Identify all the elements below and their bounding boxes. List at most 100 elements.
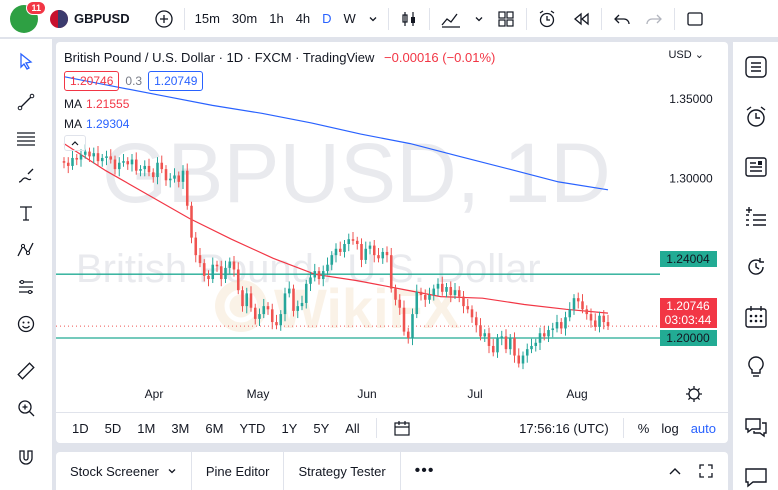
trendline-tool[interactable] <box>0 83 52 120</box>
candle-body <box>598 315 601 327</box>
ma-indicator-2[interactable]: MA 1.29304 <box>64 117 495 131</box>
text-tool[interactable] <box>0 194 52 231</box>
price-chart[interactable]: GBPUSD, 1D British Pound / U.S. Dollar W… <box>56 42 728 410</box>
range-all[interactable]: All <box>345 420 360 436</box>
prediction-tool[interactable] <box>0 268 52 305</box>
ma-indicator-1[interactable]: MA 1.21555 <box>64 97 495 111</box>
ma-value: 1.29304 <box>86 117 130 131</box>
calendar-button[interactable] <box>733 242 778 292</box>
symbol-search-button[interactable]: GBPUSD <box>74 11 130 26</box>
divider <box>525 7 527 30</box>
range-5d[interactable]: 5D <box>104 420 122 436</box>
go-to-date-button[interactable] <box>385 419 419 437</box>
candle-body <box>130 159 134 165</box>
ma-label: MA <box>64 117 82 131</box>
buy-price-button[interactable]: 1.20749 <box>148 71 204 91</box>
candle-body <box>530 345 533 350</box>
chats-button[interactable] <box>733 402 778 452</box>
range-ytd[interactable]: YTD <box>239 420 266 436</box>
expand-panel-button[interactable] <box>658 452 692 490</box>
range-3m[interactable]: 3M <box>171 420 190 436</box>
chevron-down-icon <box>369 16 377 21</box>
interval-w[interactable]: W <box>343 11 356 26</box>
candle-body <box>194 237 198 256</box>
pattern-tool[interactable] <box>0 231 52 268</box>
range-6m[interactable]: 6M <box>205 420 224 436</box>
layout-select-button[interactable] <box>679 5 711 33</box>
price-tick-label: 1.35000 <box>669 92 713 106</box>
candle-body <box>589 314 593 321</box>
maximize-panel-button[interactable] <box>692 452 728 490</box>
icons-tool[interactable] <box>0 305 52 342</box>
alert-button[interactable] <box>531 5 565 33</box>
currency-dropdown[interactable]: USD ⌄ <box>668 48 704 61</box>
range-1y[interactable]: 1Y <box>281 420 298 436</box>
log-scale-toggle[interactable]: log <box>661 420 679 436</box>
candle-body <box>309 277 312 284</box>
range-5y[interactable]: 5Y <box>313 420 330 436</box>
indicators-button[interactable] <box>434 5 468 33</box>
candle-body <box>483 333 487 337</box>
measure-tool[interactable] <box>0 352 52 389</box>
tab-pine-editor[interactable]: Pine Editor <box>192 452 285 490</box>
compare-symbol-button[interactable] <box>148 5 180 33</box>
single-layout-icon <box>687 11 703 26</box>
range-1m[interactable]: 1M <box>137 420 156 436</box>
candle-body <box>283 293 287 315</box>
candle-body <box>462 296 465 307</box>
ma-long-line <box>63 76 609 191</box>
layouts-button[interactable] <box>490 5 522 33</box>
range-1d[interactable]: 1D <box>72 420 89 436</box>
candle-body <box>585 309 589 315</box>
chart-type-button[interactable] <box>393 5 425 33</box>
candle-body <box>83 151 87 155</box>
hotlists-button[interactable] <box>733 192 778 242</box>
fib-tool[interactable] <box>0 120 52 157</box>
interval-4h[interactable]: 4h <box>295 11 311 26</box>
data-window-button[interactable] <box>733 142 778 192</box>
interval-dropdown-button[interactable] <box>362 5 384 33</box>
interval-1h[interactable]: 1h <box>269 11 284 26</box>
indicators-dropdown-button[interactable] <box>468 5 490 33</box>
horizontal-levels[interactable] <box>56 273 660 339</box>
sell-price-button[interactable]: 1.20746 <box>64 71 120 91</box>
wikifx-logo: WikiFX <box>215 277 460 340</box>
tab-strategy-tester[interactable]: Strategy Tester <box>284 452 401 490</box>
candle-body <box>496 338 499 353</box>
tab-label: Stock Screener <box>70 463 159 479</box>
undo-button[interactable] <box>606 5 638 33</box>
legend-title[interactable]: British Pound / U.S. Dollar · 1D · FXCM … <box>64 50 375 65</box>
more-tabs-button[interactable]: ••• <box>401 452 449 490</box>
interval-30m[interactable]: 30m <box>231 11 258 26</box>
candle-body <box>296 306 300 311</box>
candle-body <box>347 239 351 244</box>
candle-body <box>338 248 342 252</box>
alerts-button[interactable] <box>733 92 778 142</box>
redo-button[interactable] <box>638 5 670 33</box>
interval-d[interactable]: D <box>322 11 332 26</box>
tab-stock-screener[interactable]: Stock Screener <box>56 452 192 490</box>
magnet-tool[interactable] <box>0 438 52 475</box>
cursor-tool[interactable] <box>0 39 52 83</box>
divider <box>622 418 624 438</box>
collapse-legend-button[interactable] <box>64 135 86 151</box>
candle-body <box>134 159 138 171</box>
watchlist-button[interactable] <box>733 42 778 92</box>
symbol-flag-icon <box>50 9 68 28</box>
economic-calendar-button[interactable] <box>733 292 778 342</box>
zoom-tool[interactable] <box>0 389 52 426</box>
streams-button[interactable] <box>733 452 778 490</box>
percent-scale-toggle[interactable]: % <box>637 420 650 436</box>
time-axis[interactable]: Apr May Jun Jul Aug <box>145 387 588 401</box>
ideas-button[interactable] <box>733 342 778 392</box>
replay-button[interactable] <box>565 5 597 33</box>
chart-settings-gear-icon[interactable] <box>686 386 702 402</box>
timezone-clock-button[interactable]: 17:56:16 (UTC) <box>519 420 609 436</box>
auto-scale-toggle[interactable]: auto <box>690 420 716 436</box>
candlestick-series[interactable] <box>62 144 610 370</box>
user-avatar[interactable]: 11 <box>10 0 46 33</box>
brush-tool[interactable] <box>0 157 52 194</box>
rewind-icon <box>573 12 589 25</box>
interval-15m[interactable]: 15m <box>194 11 220 26</box>
